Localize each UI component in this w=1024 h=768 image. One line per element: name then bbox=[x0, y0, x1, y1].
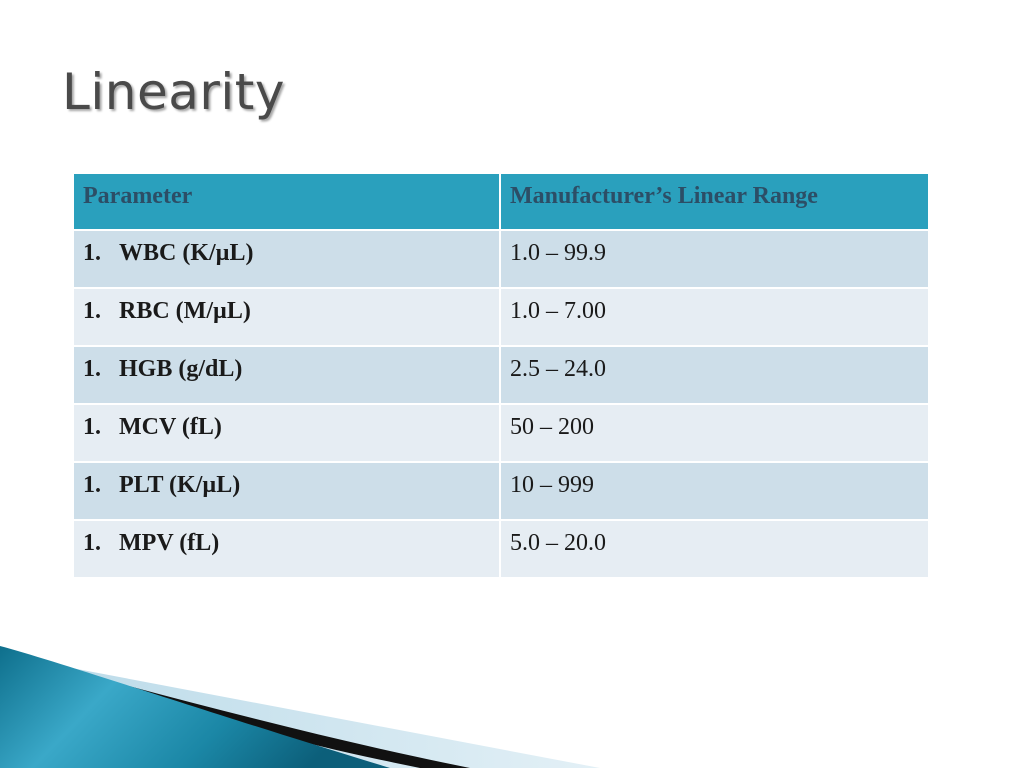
parameter-cell: 1. PLT (K/µL) bbox=[72, 461, 501, 521]
table-row: 1. MPV (fL) 5.0 – 20.0 bbox=[72, 519, 930, 579]
parameter-label: PLT (K/µL) bbox=[119, 472, 241, 498]
parameter-cell: 1. WBC (K/µL) bbox=[72, 229, 501, 289]
range-cell: 50 – 200 bbox=[499, 403, 930, 463]
parameter-cell: 1. RBC (M/µL) bbox=[72, 287, 501, 347]
table-row: 1. HGB (g/dL) 2.5 – 24.0 bbox=[72, 345, 930, 405]
parameter-label: WBC (K/µL) bbox=[119, 240, 254, 266]
list-number: 1. bbox=[83, 414, 101, 440]
list-number: 1. bbox=[83, 530, 101, 556]
range-cell: 10 – 999 bbox=[499, 461, 930, 521]
range-cell: 1.0 – 7.00 bbox=[499, 287, 930, 347]
teal-band bbox=[0, 646, 390, 768]
parameter-label: HGB (g/dL) bbox=[119, 356, 243, 382]
table-row: 1. WBC (K/µL) 1.0 – 99.9 bbox=[72, 229, 930, 289]
parameter-cell: 1. MCV (fL) bbox=[72, 403, 501, 463]
parameter-label: MPV (fL) bbox=[119, 530, 220, 556]
parameter-cell: 1. HGB (g/dL) bbox=[72, 345, 501, 405]
linearity-table-container: Parameter Manufacturer’s Linear Range 1.… bbox=[72, 172, 930, 579]
list-number: 1. bbox=[83, 240, 101, 266]
range-cell: 5.0 – 20.0 bbox=[499, 519, 930, 579]
parameter-label: MCV (fL) bbox=[119, 414, 222, 440]
list-number: 1. bbox=[83, 472, 101, 498]
parameter-label: RBC (M/µL) bbox=[119, 298, 251, 324]
table-row: 1. RBC (M/µL) 1.0 – 7.00 bbox=[72, 287, 930, 347]
decorative-wave-graphic bbox=[0, 646, 600, 768]
list-number: 1. bbox=[83, 356, 101, 382]
header-linear-range: Manufacturer’s Linear Range bbox=[499, 172, 930, 231]
table-row: 1. MCV (fL) 50 – 200 bbox=[72, 403, 930, 463]
range-cell: 1.0 – 99.9 bbox=[499, 229, 930, 289]
table-row: 1. PLT (K/µL) 10 – 999 bbox=[72, 461, 930, 521]
list-number: 1. bbox=[83, 298, 101, 324]
table-header-row: Parameter Manufacturer’s Linear Range bbox=[72, 172, 930, 231]
range-cell: 2.5 – 24.0 bbox=[499, 345, 930, 405]
header-parameter: Parameter bbox=[72, 172, 501, 231]
parameter-cell: 1. MPV (fL) bbox=[72, 519, 501, 579]
linearity-table: Parameter Manufacturer’s Linear Range 1.… bbox=[72, 172, 930, 579]
slide-title: Linearity bbox=[62, 63, 285, 121]
